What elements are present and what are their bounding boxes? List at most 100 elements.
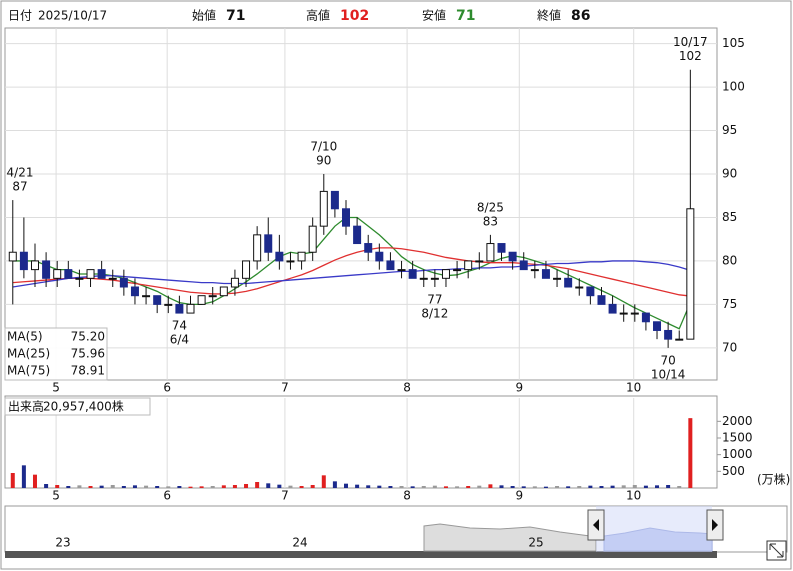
x-tick-label: 8: [403, 381, 411, 395]
y-tick-label: 80: [722, 253, 737, 267]
candle-body: [297, 251, 306, 262]
volume-bar: [77, 485, 82, 488]
volume-bar: [599, 486, 604, 488]
volume-bar: [588, 485, 593, 488]
annotation-date: 8/25: [477, 200, 504, 214]
candle-body: [319, 190, 328, 227]
candle-body: [453, 269, 462, 272]
legend: [4, 327, 108, 381]
candle-body: [286, 260, 295, 263]
candle-body: [119, 277, 128, 288]
navigator-year: 23: [55, 536, 70, 550]
candle-body: [8, 251, 17, 262]
candle-body: [597, 295, 606, 305]
candle-body: [30, 260, 39, 271]
volume-bar: [121, 486, 126, 488]
candle-body: [430, 277, 439, 280]
candle-body: [242, 260, 251, 279]
candle-body: [186, 303, 195, 314]
volume-bar: [443, 486, 448, 488]
annotation-value: 70: [660, 353, 675, 367]
volume-bar: [44, 484, 49, 488]
annotation-date: 7/10: [310, 140, 337, 154]
candle-body: [342, 208, 351, 227]
x-tick-label: 6: [163, 489, 171, 503]
volume-bar: [532, 486, 537, 488]
candle-body: [553, 277, 562, 280]
candle-body: [75, 277, 84, 280]
candle-body: [575, 286, 584, 289]
x-tick-label: 8: [403, 489, 411, 503]
volume-bar: [577, 486, 582, 488]
candle-body: [64, 269, 73, 279]
annotation-value: 87: [12, 180, 27, 194]
volume-title: 出来高: [8, 400, 44, 414]
annotation-date: 4/21: [7, 166, 34, 180]
volume-bar: [166, 486, 171, 488]
candle-body: [675, 338, 684, 341]
y-tick-label: 2000: [722, 414, 753, 428]
volume-bar: [244, 484, 249, 488]
candle-body: [130, 286, 139, 297]
candle-body: [530, 269, 539, 272]
candle-body: [408, 269, 417, 279]
expand-icon[interactable]: [766, 540, 787, 561]
legend-name: MA(75): [7, 364, 50, 378]
navigator-window[interactable]: [596, 506, 712, 552]
volume-bar: [477, 485, 482, 488]
navigator-track: [5, 551, 717, 558]
close-value: 86: [571, 8, 590, 24]
candle-body: [208, 295, 217, 298]
y-tick-label: 95: [722, 123, 737, 137]
volume-bar: [99, 485, 104, 488]
ma-line: [12, 260, 691, 288]
volume-bar: [377, 485, 382, 488]
y-tick-label: 85: [722, 210, 737, 224]
legend-value: 75.96: [71, 347, 105, 361]
date-value: 2025/10/17: [38, 9, 107, 23]
volume-total: 20,957,400株: [43, 399, 124, 414]
candle-body: [619, 312, 628, 315]
annotation-value: 77: [427, 293, 442, 307]
candle-body: [564, 277, 573, 288]
x-tick-label: 7: [281, 381, 289, 395]
volume-bar: [566, 486, 571, 488]
x-tick-label: 5: [52, 381, 60, 395]
volume-bar: [66, 486, 71, 488]
volume-bar: [144, 485, 149, 488]
candle-body: [330, 190, 339, 210]
candle-body: [197, 295, 206, 305]
volume-bar: [21, 465, 26, 488]
candle-body: [397, 269, 406, 272]
volume-bar: [399, 486, 404, 488]
candle-body: [19, 251, 28, 271]
candle-body: [608, 303, 617, 314]
volume-bar: [521, 486, 526, 488]
volume-bar: [177, 486, 182, 488]
candle-body: [42, 260, 51, 279]
legend-name: MA(25): [7, 347, 50, 361]
candle-body: [508, 251, 517, 262]
candle-body: [475, 260, 484, 263]
volume-bar: [488, 484, 493, 488]
volume-bar: [344, 483, 349, 488]
volume-bar: [655, 485, 660, 488]
x-tick-label: 7: [281, 489, 289, 503]
volume-bar: [632, 485, 637, 488]
y-tick-label: 100: [722, 80, 745, 94]
candle-body: [275, 251, 284, 262]
volume-bar: [466, 486, 471, 488]
volume-bar: [55, 485, 60, 488]
candle-body: [375, 251, 384, 262]
volume-bar: [288, 485, 293, 488]
annotation-value: 102: [679, 49, 702, 63]
x-tick-label: 6: [163, 381, 171, 395]
annotation-value: 90: [316, 154, 331, 168]
volume-bar: [10, 473, 15, 488]
volume-bar: [510, 486, 515, 488]
candle-body: [175, 303, 184, 314]
candle-body: [264, 234, 273, 253]
volume-bar: [232, 485, 237, 488]
candle-body: [86, 269, 95, 279]
candle-body: [142, 295, 151, 298]
